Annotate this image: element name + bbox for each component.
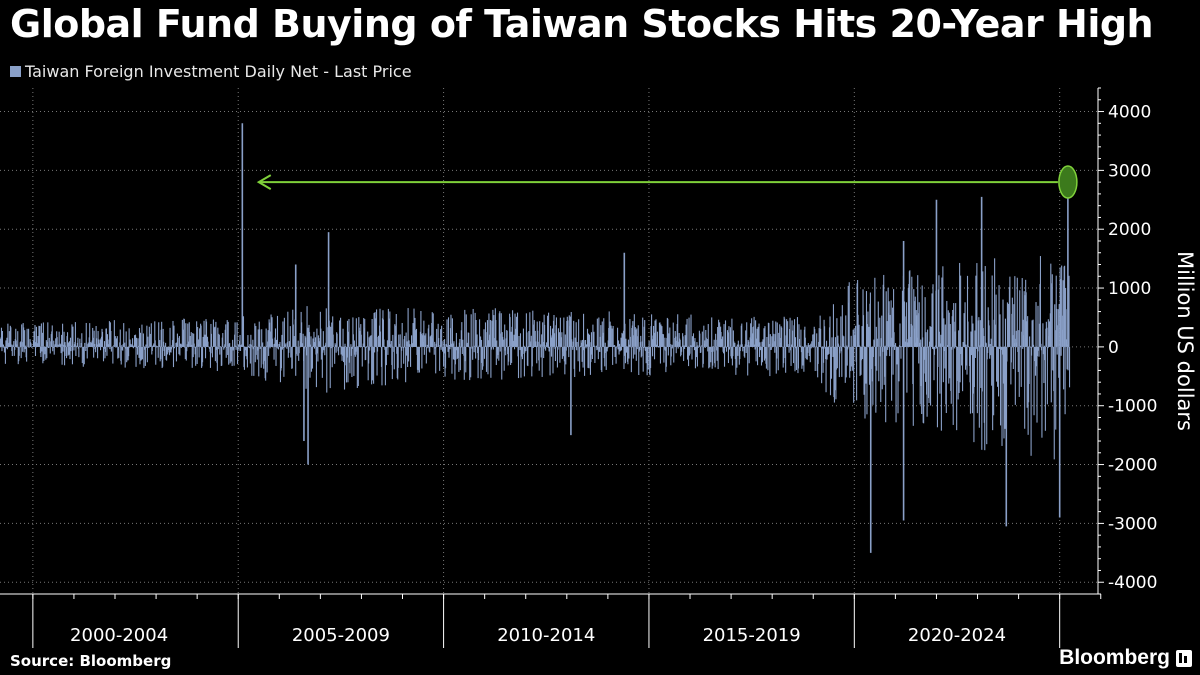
y-tick-label: -4000 — [1108, 573, 1157, 593]
y-axis-label: Million US dollars — [1173, 251, 1197, 431]
annotations — [256, 165, 1078, 199]
y-tick-label: 4000 — [1108, 103, 1151, 123]
legend-label: Taiwan Foreign Investment Daily Net - La… — [25, 61, 412, 81]
x-category-label: 2000-2004 — [70, 625, 168, 646]
y-tick-label: -1000 — [1108, 397, 1157, 417]
y-tick-label: -2000 — [1108, 456, 1157, 476]
legend-swatch — [10, 65, 21, 77]
highlight-marker — [1058, 165, 1078, 199]
x-axis: 2000-2004 2005-2009 2010-2014 2015-2019 2020… — [0, 593, 1102, 648]
x-category-label: 2005-2009 — [292, 625, 390, 646]
data-bars — [0, 123, 1071, 553]
y-tick-label: 2000 — [1108, 220, 1151, 240]
brand-text: Bloomberg — [1059, 646, 1170, 669]
x-category-label: 2015-2019 — [703, 625, 801, 646]
y-axis: 4000 3000 2000 1000 0 -1000 -2000 -3000 -4000 — [1097, 87, 1157, 595]
y-tick-label: 0 — [1108, 338, 1119, 358]
x-category-label: 2020-2024 — [908, 625, 1006, 646]
source-note: Source: Bloomberg — [10, 652, 172, 670]
x-category-label: 2010-2014 — [497, 625, 595, 646]
bloomberg-logo: Bloomberg — [1059, 646, 1192, 670]
bloomberg-mark-icon — [1176, 649, 1192, 667]
y-tick-label: 1000 — [1108, 279, 1151, 299]
y-tick-label: -3000 — [1108, 514, 1157, 534]
y-tick-label: 3000 — [1108, 161, 1151, 181]
arrow-head-icon — [256, 174, 272, 191]
legend: Taiwan Foreign Investment Daily Net - La… — [10, 61, 412, 81]
chart-title: Global Fund Buying of Taiwan Stocks Hits… — [10, 2, 1154, 46]
